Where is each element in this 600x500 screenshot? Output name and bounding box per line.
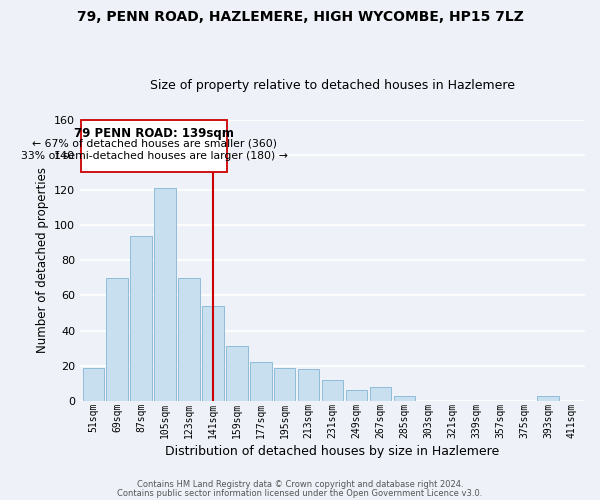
X-axis label: Distribution of detached houses by size in Hazlemere: Distribution of detached houses by size … [166, 444, 500, 458]
Bar [83, 368, 104, 401]
Text: 79 PENN ROAD: 139sqm: 79 PENN ROAD: 139sqm [74, 126, 234, 140]
Title: Size of property relative to detached houses in Hazlemere: Size of property relative to detached ho… [150, 79, 515, 92]
Bar [202, 306, 224, 401]
FancyBboxPatch shape [82, 120, 227, 172]
Text: ← 67% of detached houses are smaller (360): ← 67% of detached houses are smaller (36… [32, 139, 277, 149]
Text: Contains HM Land Registry data © Crown copyright and database right 2024.: Contains HM Land Registry data © Crown c… [137, 480, 463, 489]
Bar [250, 362, 272, 401]
Bar [537, 396, 559, 401]
Text: Contains public sector information licensed under the Open Government Licence v3: Contains public sector information licen… [118, 488, 482, 498]
Bar [346, 390, 367, 401]
Bar [154, 188, 176, 401]
Bar [106, 278, 128, 401]
Bar [274, 368, 295, 401]
Bar [226, 346, 248, 401]
Bar [370, 387, 391, 401]
Y-axis label: Number of detached properties: Number of detached properties [35, 167, 49, 353]
Bar [322, 380, 343, 401]
Text: 33% of semi-detached houses are larger (180) →: 33% of semi-detached houses are larger (… [21, 151, 288, 161]
Bar [298, 370, 319, 401]
Text: 79, PENN ROAD, HAZLEMERE, HIGH WYCOMBE, HP15 7LZ: 79, PENN ROAD, HAZLEMERE, HIGH WYCOMBE, … [77, 10, 523, 24]
Bar [178, 278, 200, 401]
Bar [130, 236, 152, 401]
Bar [394, 396, 415, 401]
